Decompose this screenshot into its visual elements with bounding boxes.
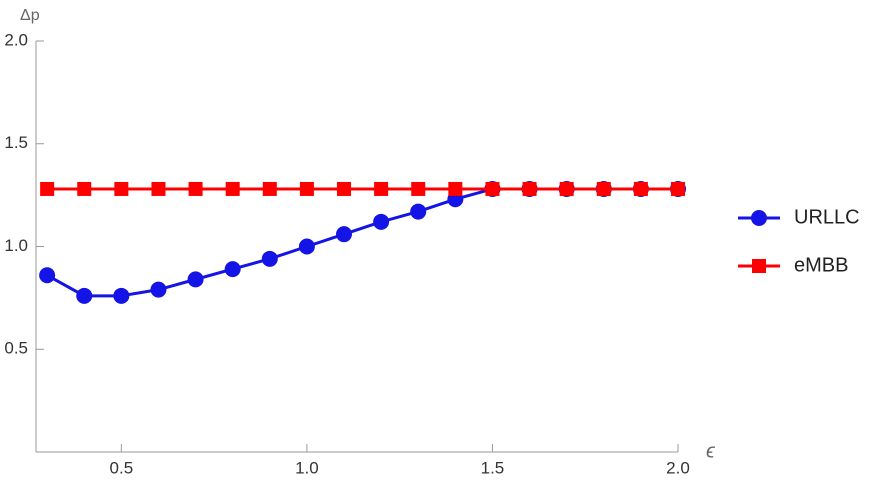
marker <box>77 181 92 196</box>
marker <box>485 181 500 196</box>
marker <box>337 181 352 196</box>
y-tick-label: 1.5 <box>4 133 28 152</box>
marker <box>411 181 426 196</box>
marker <box>374 181 389 196</box>
marker <box>671 181 685 196</box>
marker <box>596 181 611 196</box>
x-axis-label: ϵ <box>706 440 716 462</box>
marker <box>410 203 427 220</box>
marker <box>261 250 278 267</box>
marker <box>751 210 767 226</box>
x-tick-label: 1.0 <box>295 458 319 477</box>
marker <box>40 181 55 196</box>
marker <box>299 181 314 196</box>
marker <box>150 281 167 298</box>
marker <box>633 181 648 196</box>
marker <box>188 181 203 196</box>
marker <box>448 181 463 196</box>
x-tick-label: 0.5 <box>110 458 134 477</box>
marker <box>225 181 240 196</box>
marker <box>336 226 353 243</box>
y-tick-label: 1.0 <box>4 236 28 255</box>
marker <box>224 261 241 278</box>
marker <box>262 181 277 196</box>
marker <box>187 271 204 288</box>
marker <box>39 267 56 284</box>
marker <box>76 287 93 304</box>
y-axis-label: Δp <box>20 7 40 24</box>
legend-label: eMBB <box>794 254 848 276</box>
marker <box>559 181 574 196</box>
marker <box>151 181 166 196</box>
y-tick-label: 2.0 <box>4 30 28 49</box>
marker <box>114 181 129 196</box>
marker <box>752 259 766 273</box>
marker <box>113 287 130 304</box>
y-tick-label: 0.5 <box>4 339 28 358</box>
series-line <box>46 187 678 298</box>
legend-label: URLLC <box>794 206 860 228</box>
marker <box>298 238 315 255</box>
x-tick-label: 1.5 <box>481 458 505 477</box>
marker <box>522 181 537 196</box>
x-tick-label: 2.0 <box>666 458 690 477</box>
marker <box>373 213 390 230</box>
